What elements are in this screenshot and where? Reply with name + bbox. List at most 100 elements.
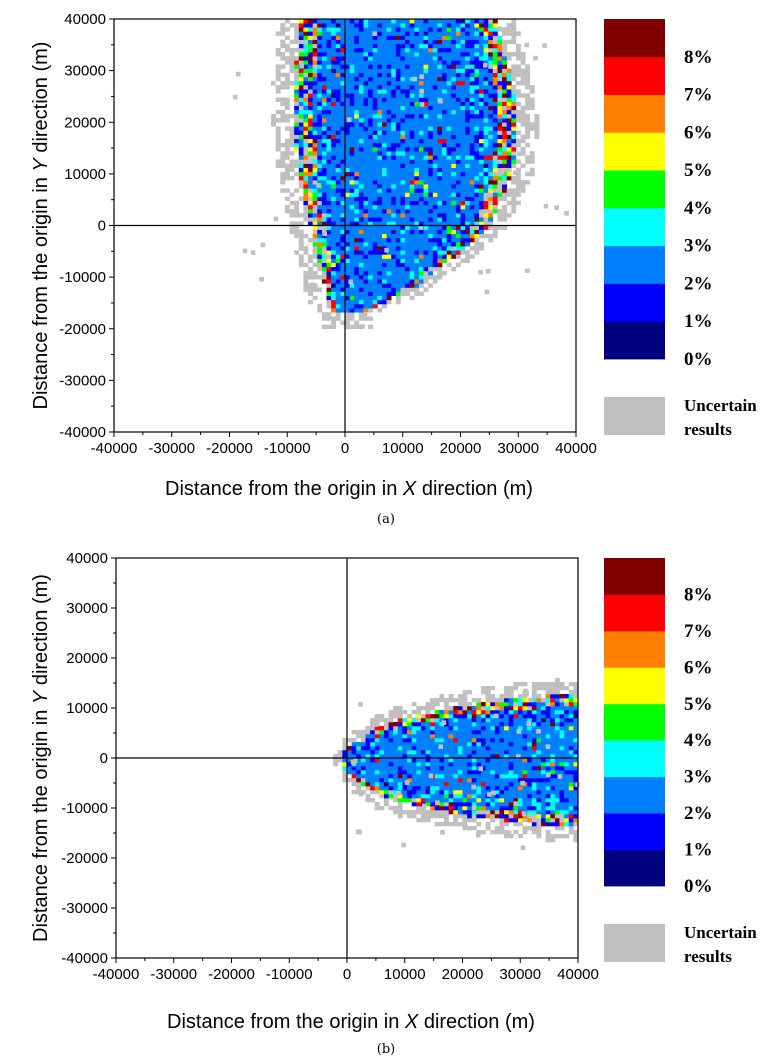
heatmap-cell	[303, 56, 309, 61]
heatmap-cell	[531, 698, 537, 703]
x-axis-label: Distance from the origin in X direction …	[167, 1011, 535, 1033]
heatmap-cell	[446, 225, 452, 230]
heatmap-cell	[474, 23, 480, 28]
heatmap-cell	[331, 270, 337, 276]
heatmap-cell	[308, 130, 313, 135]
heatmap-cell	[354, 196, 360, 202]
heatmap-cell	[342, 774, 348, 779]
heatmap-cell	[485, 694, 491, 699]
heatmap-cell	[395, 80, 401, 86]
heatmap-cell	[432, 85, 438, 90]
heatmap-cell	[400, 188, 406, 193]
heatmap-cell	[407, 790, 412, 795]
heatmap-cell	[275, 76, 281, 82]
heatmap-cell	[559, 738, 565, 743]
heatmap-cell	[550, 814, 556, 819]
heatmap-cell	[451, 250, 457, 255]
heatmap-cell	[437, 23, 443, 28]
heatmap-cell	[483, 56, 489, 61]
heatmap-cell	[349, 64, 355, 69]
colorbar-label: 1%	[684, 311, 713, 332]
heatmap-cell	[434, 770, 440, 775]
heatmap-cell	[365, 730, 371, 735]
heatmap-cell	[312, 175, 318, 181]
heatmap-cell	[504, 742, 509, 747]
heatmap-cell	[418, 258, 424, 263]
heatmap-cell	[448, 758, 454, 763]
heatmap-cell	[271, 122, 276, 127]
heatmap-cell	[478, 171, 484, 177]
heatmap-cell	[331, 308, 337, 313]
heatmap-cell	[573, 682, 579, 687]
y-tick-label: -40000	[59, 424, 106, 441]
heatmap-cell	[381, 126, 387, 131]
heatmap-cell	[414, 196, 420, 202]
heatmap-cell	[499, 714, 505, 719]
heatmap-cell	[434, 726, 440, 731]
heatmap-cell	[321, 56, 327, 61]
heatmap-cell	[478, 192, 484, 197]
heatmap-cell	[400, 204, 406, 210]
heatmap-cell	[358, 702, 363, 707]
heatmap-cell	[471, 714, 477, 719]
heatmap-cell	[275, 142, 281, 148]
heatmap-cell	[363, 270, 369, 276]
heatmap-cell	[400, 171, 406, 177]
heatmap-cell	[474, 68, 480, 73]
heatmap-cell	[502, 80, 507, 86]
heatmap-cell	[423, 155, 429, 160]
heatmap-cell	[460, 85, 466, 90]
heatmap-cell	[326, 275, 332, 280]
heatmap-cell	[513, 774, 519, 779]
heatmap-cell	[541, 742, 546, 747]
heatmap-cell	[363, 316, 369, 321]
heatmap-cell	[504, 774, 509, 779]
heatmap-cell	[400, 287, 406, 292]
heatmap-cell	[423, 68, 429, 73]
heatmap-cell	[420, 762, 426, 767]
heatmap-cell	[397, 738, 403, 743]
heatmap-cell	[531, 738, 537, 743]
heatmap-cell	[349, 316, 355, 321]
heatmap-cell	[490, 746, 496, 751]
heatmap-cell	[462, 742, 468, 747]
heatmap-cell	[527, 806, 533, 811]
heatmap-cell	[568, 770, 574, 775]
heatmap-cell	[522, 706, 528, 711]
heatmap-cell	[395, 225, 401, 230]
heatmap-cell	[480, 750, 486, 755]
heatmap-cell	[420, 770, 426, 775]
heatmap-cell	[515, 167, 521, 173]
heatmap-cell	[513, 730, 519, 735]
heatmap-cell	[363, 89, 369, 94]
heatmap-cell	[379, 738, 385, 743]
heatmap-cell	[409, 105, 415, 111]
heatmap-cell	[383, 762, 389, 767]
heatmap-cell	[377, 258, 383, 263]
heatmap-cell	[446, 118, 452, 123]
heatmap-cell	[405, 80, 410, 86]
heatmap-cell	[326, 109, 332, 115]
heatmap-cell	[312, 130, 318, 135]
heatmap-cell	[492, 85, 498, 90]
heatmap-cell	[541, 766, 546, 771]
heatmap-cell	[317, 287, 323, 292]
heatmap-cell	[391, 27, 397, 32]
heatmap-cell	[347, 754, 352, 759]
heatmap-cell	[368, 303, 374, 309]
heatmap-cell	[517, 778, 523, 783]
heatmap-cell	[502, 208, 507, 214]
heatmap-cell	[478, 242, 484, 247]
heatmap-cell	[331, 196, 337, 202]
heatmap-cell	[397, 770, 403, 775]
heatmap-cell	[492, 171, 498, 177]
heatmap-cell	[513, 682, 519, 687]
heatmap-cell	[386, 151, 392, 156]
heatmap-cell	[347, 758, 352, 763]
heatmap-cell	[354, 192, 360, 197]
heatmap-cell	[381, 171, 387, 177]
heatmap-cell	[335, 130, 341, 135]
heatmap-cell	[372, 275, 378, 280]
heatmap-cell	[414, 105, 420, 111]
heatmap-cell	[312, 208, 318, 214]
